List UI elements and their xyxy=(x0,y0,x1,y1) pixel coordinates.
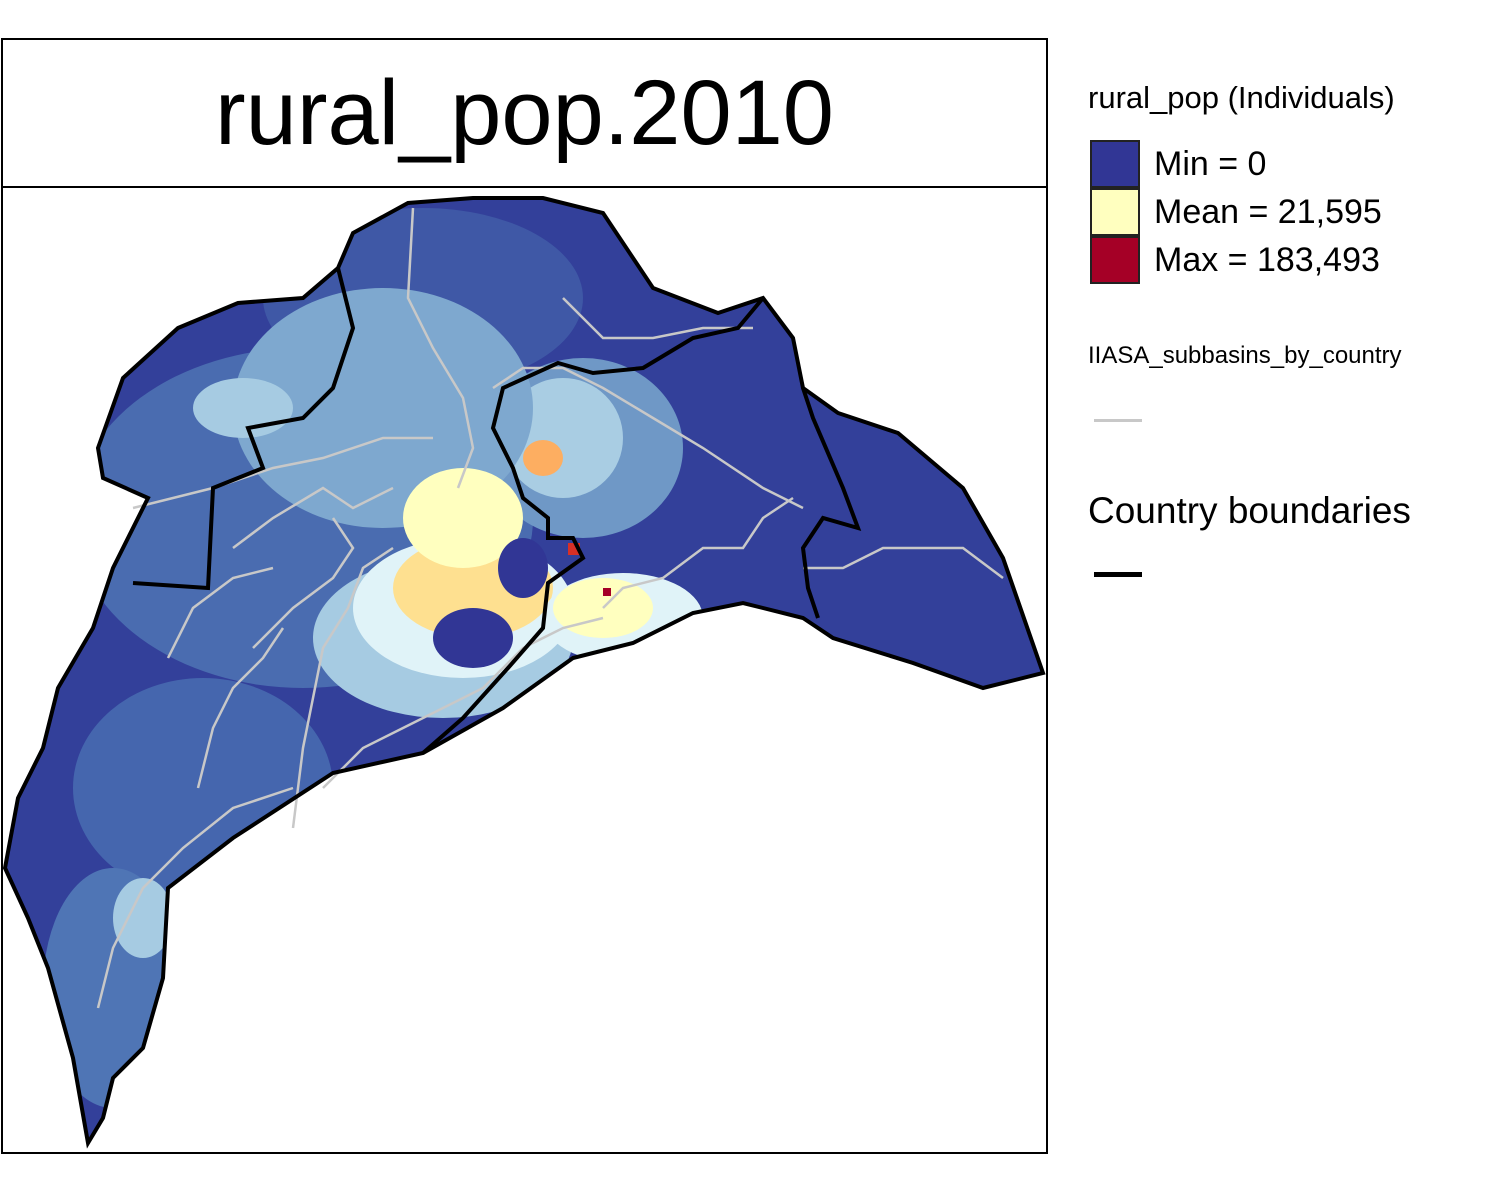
raster-patch xyxy=(433,608,513,668)
legend-entry-min: Min = 0 xyxy=(1088,140,1488,188)
legend-swatch-min xyxy=(1090,140,1140,188)
country-boundary xyxy=(132,267,356,591)
legend-country-line xyxy=(1094,572,1142,577)
raster-patch xyxy=(113,878,173,958)
legend-swatch-max xyxy=(1090,236,1140,284)
raster-patch xyxy=(523,440,563,476)
rural-pop-raster xyxy=(5,198,1043,1143)
subbasin-line xyxy=(803,546,1004,579)
subbasin-line xyxy=(291,546,394,829)
legend-entry-mean: Mean = 21,595 xyxy=(1088,188,1488,236)
raster-cell xyxy=(153,1108,163,1122)
legend-label-max: Max = 183,493 xyxy=(1154,241,1380,279)
legend-country-heading: Country boundaries xyxy=(1088,490,1411,531)
raster-cell xyxy=(603,588,611,596)
legend-subbasins-heading: IIASA_subbasins_by_country xyxy=(1088,342,1402,369)
raster-patch xyxy=(233,288,533,528)
legend-swatch-mean xyxy=(1090,188,1140,236)
raster-patch xyxy=(403,468,523,568)
subbasin-line xyxy=(96,786,294,1009)
subbasin-line xyxy=(166,566,274,659)
map-canvas xyxy=(3,196,1046,1149)
title-panel: rural_pop.2010 xyxy=(3,40,1046,188)
subbasin-line xyxy=(562,297,753,340)
raster-cell xyxy=(748,638,758,648)
subbasin-line xyxy=(602,496,794,609)
basin-outline xyxy=(3,196,1046,1149)
legend-entry-max: Max = 183,493 xyxy=(1088,236,1488,284)
subbasin-line xyxy=(492,366,804,510)
legend-subbasins-line xyxy=(1094,419,1142,422)
subbasin-line xyxy=(196,627,285,789)
subbasin-line xyxy=(132,436,433,510)
subbasin-lines xyxy=(96,207,1004,1009)
subbasin-line xyxy=(322,616,604,789)
legend-label-min: Min = 0 xyxy=(1154,145,1267,183)
subbasin-line xyxy=(232,486,394,549)
country-boundaries xyxy=(132,267,862,755)
subbasin-line xyxy=(406,207,475,489)
map-panel: rural_pop.2010 xyxy=(1,38,1048,1154)
legend-label-mean: Mean = 21,595 xyxy=(1154,193,1382,231)
raster-patch xyxy=(193,378,293,438)
country-boundary xyxy=(800,387,862,619)
country-boundary xyxy=(421,296,765,755)
raster-patch xyxy=(73,678,333,898)
raster-patch xyxy=(498,538,548,598)
map-title: rural_pop.2010 xyxy=(215,62,834,164)
subbasin-line xyxy=(252,517,355,649)
legend-raster-heading: rural_pop (Individuals) xyxy=(1088,80,1395,115)
legend: rural_pop (Individuals) Min = 0 Mean = 2… xyxy=(1088,80,1488,577)
